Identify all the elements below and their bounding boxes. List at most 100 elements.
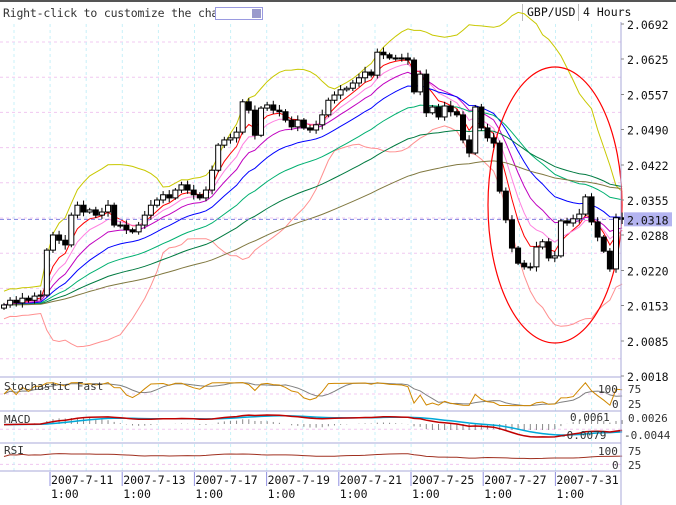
macd-line — [3, 414, 623, 438]
candle — [545, 238, 552, 262]
candle — [123, 220, 130, 234]
macd-tick-label: -0.0044 — [624, 429, 671, 442]
candle — [7, 297, 14, 308]
macd-label: MACD — [4, 413, 31, 426]
candle-body — [239, 101, 246, 133]
candle — [447, 100, 454, 117]
candle — [331, 91, 338, 104]
candle — [423, 69, 430, 118]
candle-body — [264, 104, 271, 109]
moving-average-21 — [3, 84, 623, 306]
candle — [606, 248, 613, 272]
candle-body — [515, 247, 522, 264]
indicator-panels: Stochastic Fast MACD 0.0061 -0.0079 RSI — [0, 376, 623, 472]
candle-body — [117, 224, 124, 227]
rsi-tick-label: 25 — [628, 459, 641, 472]
annotation-ellipse — [487, 66, 623, 344]
candle — [355, 73, 362, 87]
candle-body — [129, 229, 136, 233]
chart-toolbar: Right-click to customize the chart GBP/U… — [0, 0, 676, 24]
stochastic-tick-label: 75 — [628, 383, 641, 396]
candle-body — [270, 104, 277, 111]
candle-body — [245, 101, 252, 111]
candle-body — [276, 109, 283, 113]
candle — [466, 135, 473, 158]
candle-body — [374, 51, 381, 76]
candle — [227, 133, 234, 144]
chart-options-dropdown[interactable] — [215, 7, 263, 20]
candle — [43, 248, 50, 297]
candle-body — [31, 295, 38, 301]
candle — [319, 109, 326, 130]
moving-average-55 — [3, 129, 623, 306]
candle-body — [258, 107, 265, 136]
candle — [300, 118, 307, 130]
candle-body — [282, 111, 289, 121]
stochastic-tick-label: 25 — [628, 398, 641, 411]
price-tick-label: 2.0153 — [627, 299, 669, 313]
candle-body — [557, 220, 564, 257]
candle — [570, 214, 577, 227]
candle-body — [123, 224, 130, 231]
candle-body — [545, 241, 552, 259]
rsi-label: RSI — [4, 444, 24, 457]
candle-body — [508, 219, 515, 249]
candle-body — [202, 189, 209, 199]
candle — [141, 210, 148, 229]
candle — [349, 79, 356, 92]
candle — [582, 194, 589, 217]
candle — [92, 206, 99, 218]
candle-body — [196, 194, 203, 199]
candle — [251, 105, 258, 140]
candle-body — [496, 142, 503, 192]
candle — [496, 140, 503, 194]
timeframe-label[interactable]: 4 Hours — [578, 4, 635, 21]
moving-average-5 — [3, 59, 623, 306]
candle-body — [472, 106, 479, 154]
candle — [429, 104, 436, 115]
candle-body — [441, 105, 448, 118]
rsi-tick-label: 100 — [598, 445, 618, 458]
candle-body — [594, 221, 601, 238]
rsi-tick-label: 0 — [612, 459, 619, 472]
candle-body — [392, 57, 399, 60]
grid — [0, 24, 621, 471]
candle — [368, 69, 375, 78]
candle — [576, 208, 583, 224]
candle — [68, 212, 75, 248]
time-tick-label: 1:00 — [195, 487, 223, 501]
candle — [564, 217, 571, 226]
candle — [184, 180, 191, 194]
candle-body — [105, 204, 112, 213]
candle — [515, 245, 522, 266]
time-tick-label: 1:00 — [484, 487, 512, 501]
price-tick-label: 2.0422 — [627, 159, 669, 173]
candle-body — [160, 194, 167, 201]
candle-body — [92, 209, 99, 216]
candle — [80, 200, 87, 217]
candle — [374, 48, 381, 79]
candle — [98, 207, 105, 219]
candle-body — [478, 106, 485, 129]
date-tick-label: 2007-7-25 — [412, 473, 474, 487]
candle — [472, 104, 479, 155]
price-tick-label: 2.0557 — [627, 89, 669, 103]
candle-body — [25, 297, 32, 301]
candle — [392, 54, 399, 61]
candle — [74, 201, 81, 219]
candle — [25, 295, 32, 303]
candle-body — [355, 77, 362, 84]
candle-body — [209, 169, 216, 191]
candle — [411, 57, 418, 95]
candle — [196, 192, 203, 201]
candle-body — [313, 124, 320, 131]
bollinger-upper-line — [3, 11, 623, 292]
candle — [417, 70, 424, 96]
stochastic-tick-label: 0 — [612, 398, 619, 411]
candle — [557, 218, 564, 258]
candle-body — [86, 209, 93, 213]
candle-body — [386, 54, 393, 59]
time-tick-label: 1:00 — [412, 487, 440, 501]
candle — [154, 197, 160, 208]
